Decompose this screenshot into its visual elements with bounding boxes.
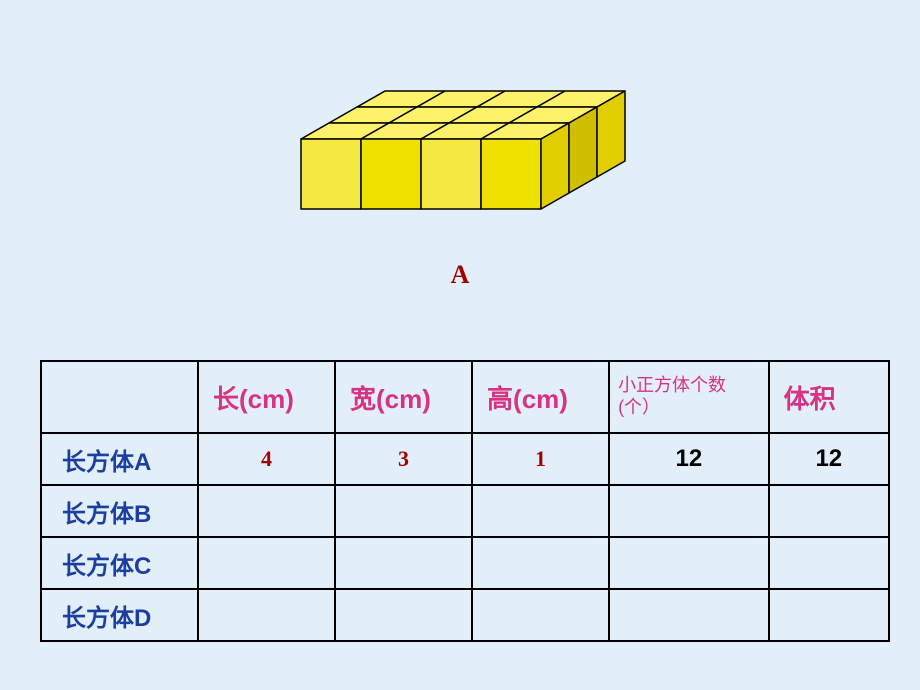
cell-height: 1 — [472, 433, 609, 485]
cell-count — [609, 537, 769, 589]
cell-volume — [769, 537, 889, 589]
cell-volume: 12 — [769, 433, 889, 485]
cell-count — [609, 589, 769, 641]
row-label: 长方体C — [41, 537, 198, 589]
header-empty — [41, 361, 198, 433]
header-height: 高(cm) — [472, 361, 609, 433]
table-row: 长方体D — [41, 589, 889, 641]
cell-width: 3 — [335, 433, 472, 485]
cuboid-svg — [300, 90, 626, 210]
table-row: 长方体B — [41, 485, 889, 537]
cell-length — [198, 485, 335, 537]
header-count: 小正方体个数 (个） — [609, 361, 769, 433]
header-count-line2: (个） — [618, 397, 660, 417]
header-length: 长(cm) — [198, 361, 335, 433]
cell-count — [609, 485, 769, 537]
header-count-line1: 小正方体个数 — [618, 375, 726, 395]
data-table: 长(cm) 宽(cm) 高(cm) 小正方体个数 (个） 体积 长方体A 4 3… — [40, 360, 890, 642]
table-row: 长方体A 4 3 1 12 12 — [41, 433, 889, 485]
table-header-row: 长(cm) 宽(cm) 高(cm) 小正方体个数 (个） 体积 — [41, 361, 889, 433]
cell-width — [335, 589, 472, 641]
table-row: 长方体C — [41, 537, 889, 589]
header-width: 宽(cm) — [335, 361, 472, 433]
cell-width — [335, 485, 472, 537]
cell-height — [472, 485, 609, 537]
cell-height — [472, 589, 609, 641]
cell-length — [198, 537, 335, 589]
cell-volume — [769, 589, 889, 641]
slide-canvas: A 长(cm) 宽(cm) 高(cm) 小正方体个数 (个） 体积 长方体A 4… — [0, 0, 920, 690]
row-label: 长方体D — [41, 589, 198, 641]
header-volume: 体积 — [769, 361, 889, 433]
row-label: 长方体A — [41, 433, 198, 485]
cell-count: 12 — [609, 433, 769, 485]
cell-length: 4 — [198, 433, 335, 485]
cell-width — [335, 537, 472, 589]
cell-length — [198, 589, 335, 641]
cell-height — [472, 537, 609, 589]
cell-volume — [769, 485, 889, 537]
cuboid-label: A — [300, 260, 620, 290]
cuboid-diagram: A — [300, 90, 620, 270]
row-label: 长方体B — [41, 485, 198, 537]
